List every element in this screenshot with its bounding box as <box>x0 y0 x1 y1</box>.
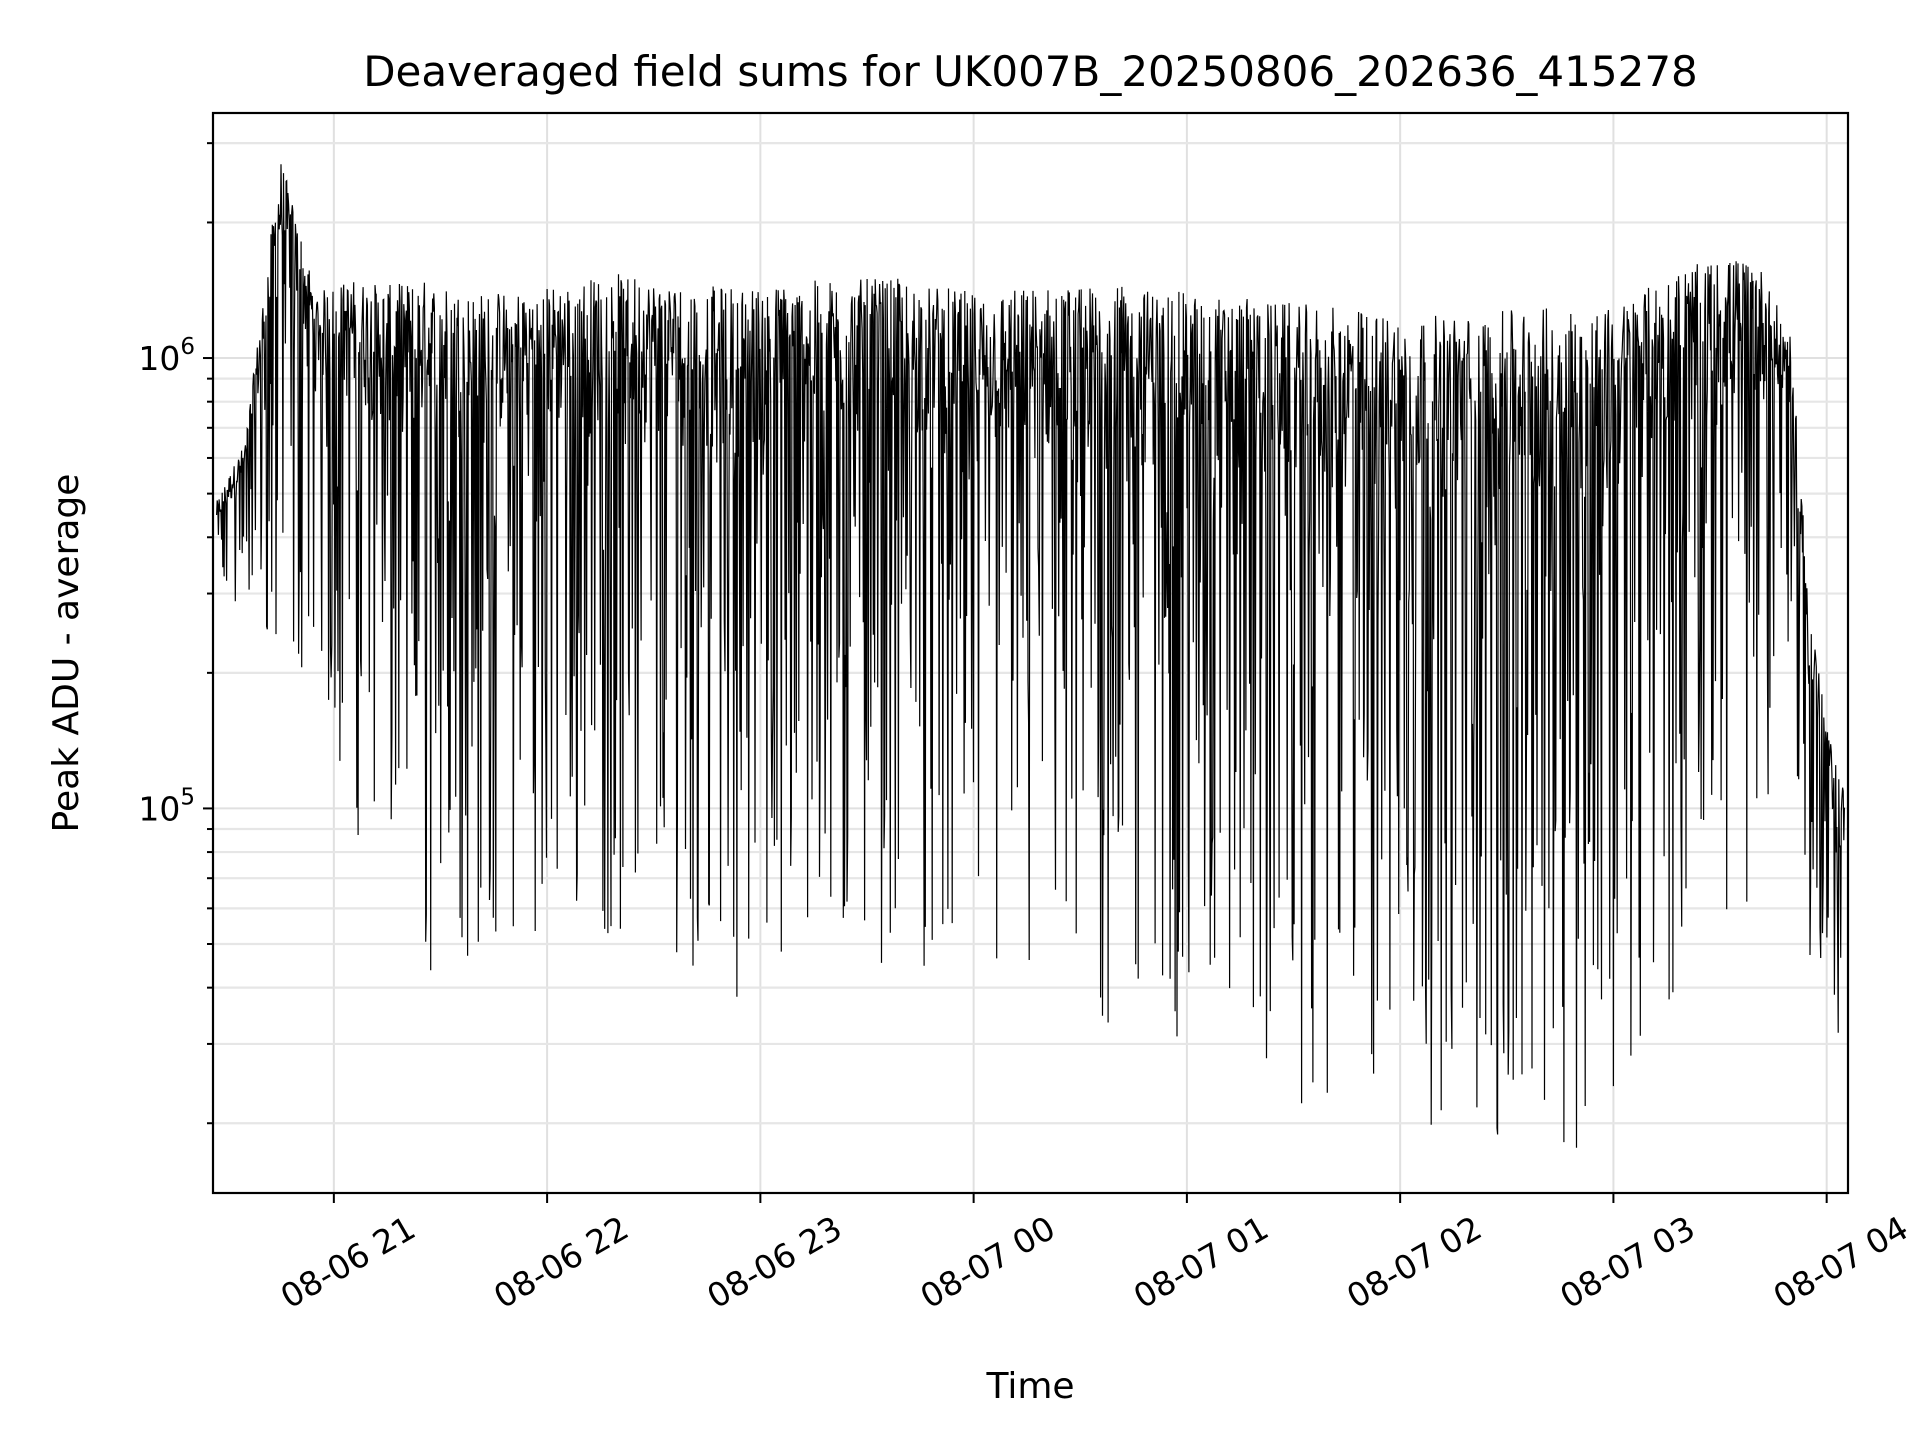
y-axis-label: Peak ADU - average <box>46 474 87 833</box>
series-line-group <box>216 164 1845 1148</box>
y-tick-base: 10 <box>138 789 180 828</box>
x-axis-label: Time <box>985 1366 1074 1407</box>
y-tick-label: 105 <box>138 784 195 828</box>
y-tick-exponent: 5 <box>180 784 195 810</box>
plot-frame <box>211 111 1850 1195</box>
y-tick-label: 106 <box>138 334 195 378</box>
series-line <box>216 164 1845 1148</box>
y-tick-exponent: 6 <box>180 334 195 360</box>
chart-title: Deaveraged field sums for UK007B_2025080… <box>363 47 1698 96</box>
y-tick-base: 10 <box>138 339 180 378</box>
